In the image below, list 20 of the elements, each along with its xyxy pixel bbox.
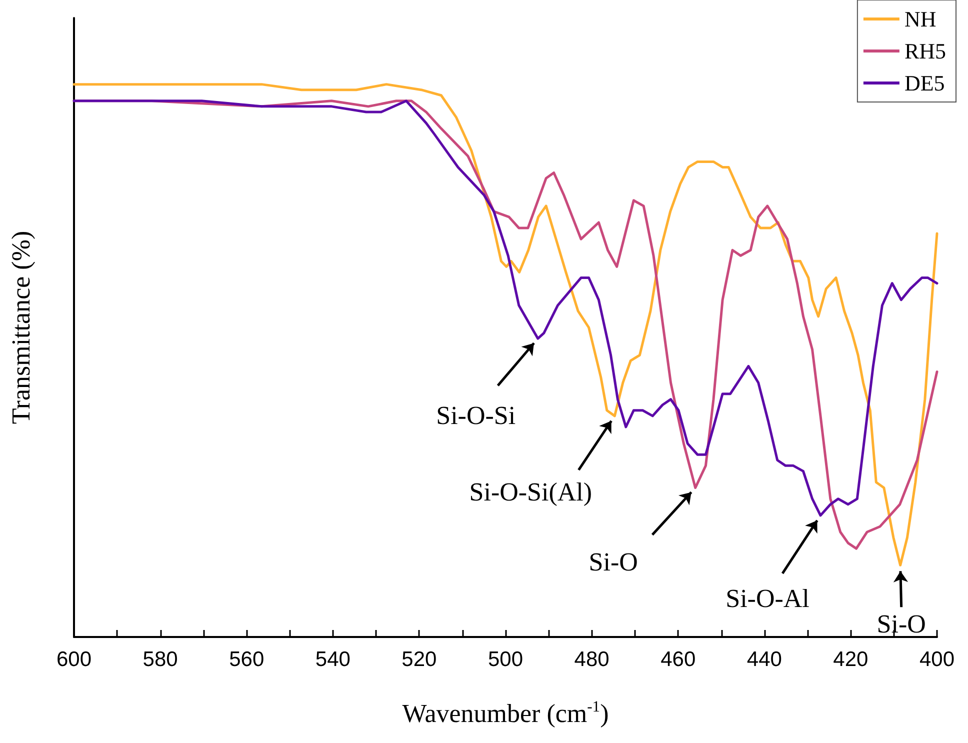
x-tick-label: 560 — [229, 648, 264, 671]
annotation: Si-O — [588, 547, 638, 576]
legend-label: RH5 — [904, 38, 946, 64]
x-tick-label: 480 — [574, 648, 610, 671]
annotation: Si-O-Si — [436, 401, 516, 430]
x-tick-label: 580 — [142, 648, 178, 671]
annotation: Si-O — [876, 610, 926, 639]
x-tick-label: 440 — [746, 648, 782, 671]
legend-label: DE5 — [904, 70, 945, 96]
legend-label: NH — [904, 6, 936, 32]
y-axis-title: Transmittance (%) — [6, 230, 36, 424]
annotation: Si-O-Al — [726, 584, 810, 613]
x-tick-label: 540 — [315, 648, 350, 671]
x-tick-label: 460 — [660, 648, 696, 671]
x-tick-label: 600 — [56, 648, 92, 671]
x-tick-label: 420 — [833, 648, 868, 671]
x-tick-label: 520 — [402, 648, 437, 671]
x-tick-label: 400 — [919, 648, 955, 671]
x-tick-label: 500 — [488, 648, 524, 671]
annotation: Si-O-Si(Al) — [469, 477, 592, 506]
